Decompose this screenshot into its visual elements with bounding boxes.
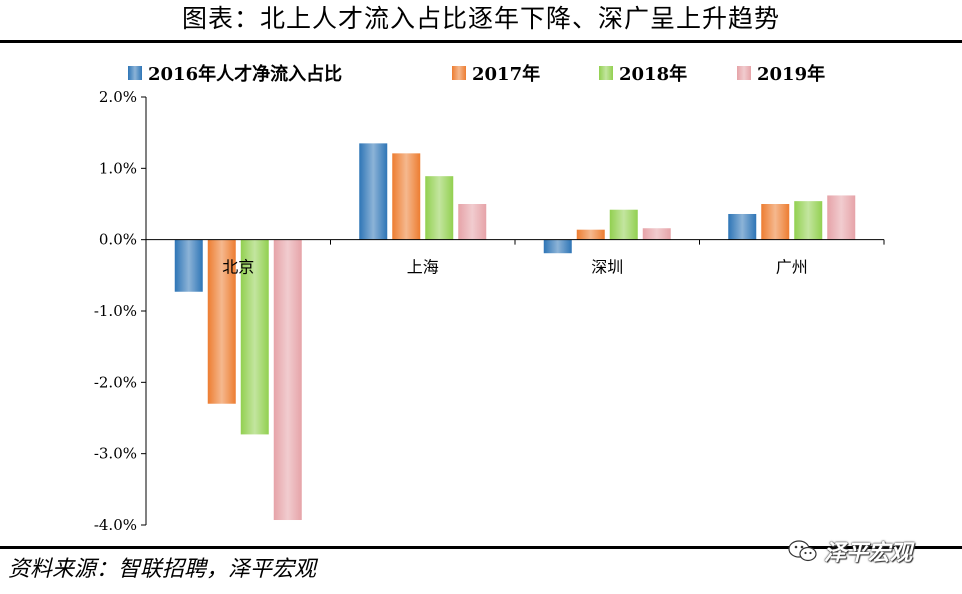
legend-label-1: 2016年人才净流入占比 bbox=[148, 63, 342, 85]
bar-1-2 bbox=[207, 239, 236, 404]
bar-3-1 bbox=[543, 239, 572, 254]
y-tick-label: -4.0% bbox=[94, 516, 137, 534]
source-note: 资料来源：智联招聘，泽平宏观 bbox=[8, 557, 317, 582]
legend-swatch-3 bbox=[599, 66, 613, 80]
bar-3-4 bbox=[642, 228, 671, 240]
watermark: 泽平宏观 bbox=[788, 534, 912, 568]
y-tick-label: -3.0% bbox=[94, 445, 137, 463]
bar-3-3 bbox=[609, 209, 638, 240]
x-category-label: 深圳 bbox=[591, 258, 623, 277]
watermark-text: 泽平宏观 bbox=[824, 541, 913, 566]
legend-swatch-1 bbox=[128, 66, 142, 80]
bar-4-2 bbox=[761, 204, 790, 240]
bar-1-3 bbox=[240, 239, 269, 435]
legend-swatch-4 bbox=[737, 66, 751, 80]
bar-4-3 bbox=[794, 201, 823, 240]
bar-2-2 bbox=[392, 153, 421, 240]
bar-2-3 bbox=[425, 176, 454, 240]
bar-1-4 bbox=[273, 239, 302, 521]
legend-label-2: 2017年 bbox=[472, 63, 540, 85]
bar-2-4 bbox=[458, 204, 487, 240]
y-tick-label: -1.0% bbox=[94, 302, 137, 320]
bar-chart: 2016年人才净流入占比 2017年 2018年 2019年 2.0% 1.0% 0.0%… bbox=[94, 63, 885, 534]
x-category-label: 广州 bbox=[776, 258, 808, 277]
bar-4-4 bbox=[827, 195, 856, 240]
legend: 2016年人才净流入占比 2017年 2018年 2019年 bbox=[128, 63, 825, 85]
legend-swatch-2 bbox=[452, 66, 466, 80]
x-category-label: 北京 bbox=[222, 258, 254, 277]
y-tick-label: -2.0% bbox=[94, 373, 137, 391]
y-tick-label: 2.0% bbox=[99, 88, 137, 106]
x-category-label: 上海 bbox=[407, 258, 439, 277]
legend-label-4: 2019年 bbox=[757, 63, 825, 85]
bottom-rule bbox=[0, 546, 962, 549]
bar-2-1 bbox=[359, 143, 388, 240]
bars bbox=[174, 143, 856, 521]
bar-1-1 bbox=[174, 239, 203, 292]
bar-4-1 bbox=[728, 213, 757, 240]
chart-title: 图表：北上人才流入占比逐年下降、深广呈上升趋势 bbox=[181, 4, 780, 33]
top-rule bbox=[0, 40, 962, 43]
y-axis: 2.0% 1.0% 0.0% -1.0% -2.0% -3.0% -4.0% bbox=[94, 88, 147, 534]
wechat-icon bbox=[788, 540, 817, 562]
x-axis: 北京 上海 深圳 广州 bbox=[145, 239, 885, 277]
bar-3-2 bbox=[576, 229, 605, 240]
y-tick-label: 1.0% bbox=[99, 159, 137, 177]
y-tick-label: 0.0% bbox=[99, 231, 137, 249]
legend-label-3: 2018年 bbox=[619, 63, 687, 85]
